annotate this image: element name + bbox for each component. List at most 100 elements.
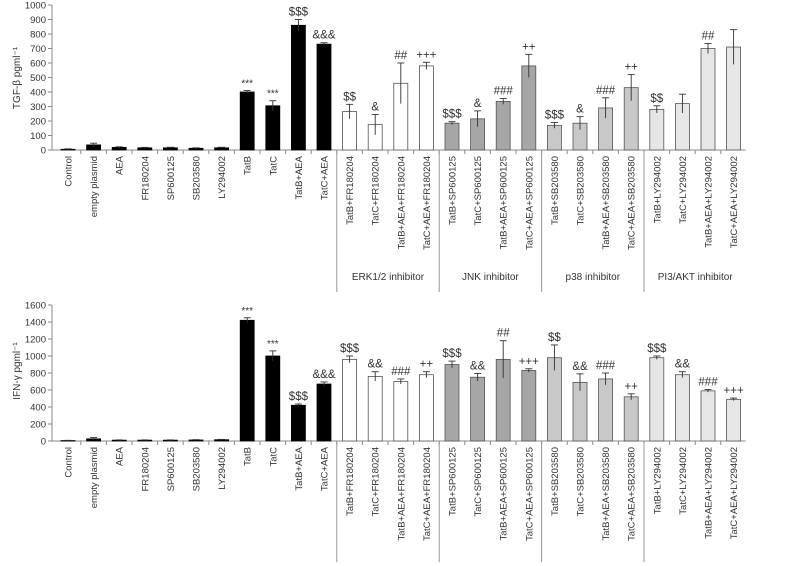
top-group-label: p38 inhibitor	[566, 272, 621, 283]
bottom-significance-label: $$$	[442, 348, 462, 360]
top-category-label: TatC+AEA+FR180204	[422, 156, 433, 250]
top-significance-label: ++	[522, 41, 536, 53]
top-category-label: TatC+AEA+SP600125	[524, 156, 535, 250]
bottom-significance-label: &&	[470, 360, 486, 372]
top-bar	[521, 65, 537, 151]
bottom-y-tick-label: 200	[30, 420, 46, 431]
top-significance-label: $$	[343, 91, 356, 103]
bottom-category-label: TatC+SB203580	[576, 447, 587, 516]
top-category-label: AEA	[115, 155, 126, 175]
bottom-category-label: TatC+AEA+LY294002	[729, 447, 740, 539]
top-bar	[265, 105, 281, 151]
bottom-category-label: FR180204	[140, 447, 151, 491]
bottom-bar	[649, 357, 665, 442]
top-category-label: TatB	[243, 156, 254, 175]
top-category-label: TatC+SB203580	[576, 156, 587, 225]
bottom-y-tick-label: 1400	[25, 318, 46, 329]
top-y-tick-label: 500	[30, 73, 46, 84]
bottom-significance-label: +++	[519, 356, 539, 368]
top-bar	[418, 65, 434, 151]
bottom-significance-label: ###	[698, 377, 718, 389]
bottom-category-label: TatC+FR180204	[371, 447, 382, 516]
bottom-category-label: TatB+AEA+FR180204	[396, 447, 407, 540]
top-significance-label: &	[474, 98, 482, 110]
bottom-category-label: TatC+AEA	[320, 446, 331, 491]
bottom-bar	[598, 378, 613, 442]
bottom-category-label: TatB+AEA+LY294002	[704, 447, 715, 539]
top-significance-label: ##	[394, 50, 407, 62]
top-bar	[444, 122, 460, 151]
top-y-tick-label: 900	[30, 15, 46, 26]
bottom-category-label: TatB+FR180204	[345, 447, 356, 516]
top-category-label: TatB+SB203580	[550, 156, 561, 225]
bottom-category-label: TatB+SP600125	[448, 447, 459, 516]
bottom-bar	[623, 396, 639, 442]
bottom-category-label: TatC+LY294002	[678, 447, 689, 515]
top-bar	[316, 43, 332, 151]
bottom-bar	[393, 381, 409, 442]
top-category-label: TatC+AEA+LY294002	[729, 156, 740, 248]
bottom-category-label: TatB+AEA	[294, 446, 305, 490]
bottom-y-tick-label: 800	[30, 369, 46, 380]
bottom-bar	[290, 404, 306, 442]
bottom-y-tick-label: 1000	[25, 352, 46, 363]
top-y-tick-label: 700	[30, 44, 46, 55]
bottom-bar	[470, 376, 486, 442]
top-chart-ylabel: TGF-β pgml⁻¹	[12, 46, 23, 109]
bottom-category-label: Control	[64, 447, 75, 478]
top-category-label: TatC+LY294002	[678, 156, 689, 224]
bottom-category-label: AEA	[115, 446, 126, 466]
bottom-bar	[418, 374, 434, 442]
top-bar	[649, 109, 665, 151]
top-significance-label: ***	[241, 79, 253, 90]
top-significance-label: $$$	[545, 109, 565, 121]
top-category-label: TatB+FR180204	[345, 156, 356, 225]
top-bar	[700, 48, 716, 151]
bottom-significance-label: ***	[241, 306, 253, 317]
bottom-significance-label: ###	[596, 360, 616, 372]
bottom-significance-label: $$$	[289, 391, 309, 403]
bottom-category-label: empty plasmid	[89, 447, 100, 508]
bottom-bar	[367, 375, 383, 442]
bottom-significance-label: ++	[420, 359, 434, 371]
top-category-label: TatB+AEA+SP600125	[499, 156, 510, 250]
top-y-tick-label: 0	[41, 146, 46, 157]
top-y-tick-label: 100	[30, 131, 46, 142]
bottom-bar	[726, 398, 741, 442]
bottom-chart-ylabel: IFN-γ pgml⁻¹	[12, 342, 23, 400]
top-category-label: LY294002	[217, 156, 228, 199]
top-significance-label: $$	[650, 93, 663, 105]
bottom-category-label: TatB+AEA+SP600125	[499, 447, 510, 541]
top-significance-label: ###	[494, 86, 514, 98]
top-category-label: TatB+SP600125	[448, 156, 459, 225]
bottom-category-label: SB203580	[192, 447, 203, 491]
bottom-bar	[444, 364, 460, 442]
bottom-bar	[572, 381, 588, 442]
top-category-label: SB203580	[192, 156, 203, 200]
top-category-label: empty plasmid	[89, 156, 100, 217]
bottom-bar	[265, 355, 281, 442]
bottom-category-label: TatC+AEA+SB203580	[627, 447, 638, 541]
bottom-significance-label: ###	[391, 366, 411, 378]
bottom-bar	[700, 390, 716, 442]
bottom-y-tick-label: 1600	[25, 301, 46, 312]
top-significance-label: ***	[267, 89, 279, 100]
top-bar	[239, 91, 255, 151]
top-bar	[495, 101, 511, 151]
top-category-label: TatB+LY294002	[652, 156, 663, 223]
bottom-category-label: TatC+AEA+FR180204	[422, 447, 433, 541]
bottom-bar	[239, 319, 255, 442]
top-category-label: TatC	[268, 156, 279, 176]
top-category-label: TatB+AEA+FR180204	[396, 156, 407, 249]
top-y-tick-label: 800	[30, 30, 46, 41]
bottom-category-label: SP600125	[166, 447, 177, 491]
bottom-significance-label: $$$	[647, 343, 667, 355]
top-significance-label: &&&	[312, 30, 335, 42]
bottom-y-tick-label: 0	[41, 437, 46, 448]
bottom-significance-label: &&	[675, 359, 691, 371]
top-y-tick-label: 300	[30, 102, 46, 113]
top-group-label: PI3/AKT inhibitor	[658, 272, 734, 283]
top-y-tick-label: 200	[30, 117, 46, 128]
top-y-tick-label: 600	[30, 59, 46, 70]
